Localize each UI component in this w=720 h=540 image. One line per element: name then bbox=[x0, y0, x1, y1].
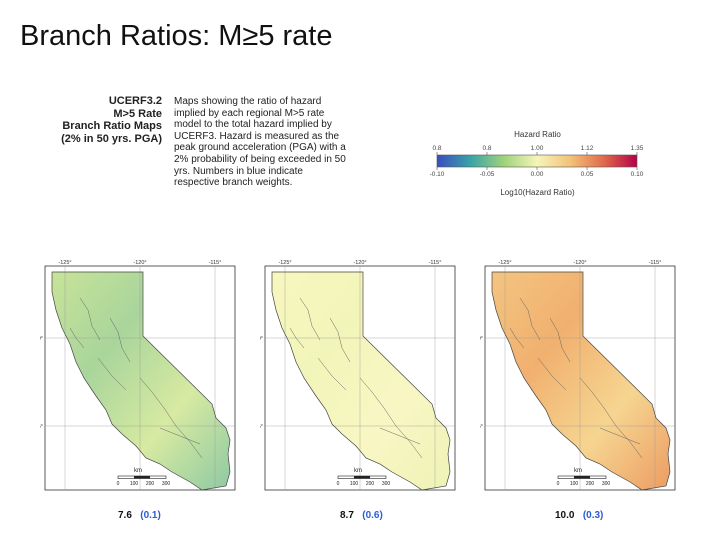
fault-trace bbox=[549, 317, 571, 363]
hazard-map-panel-3: -125° -120° -115° 40° 35° km 0 100 200 300 bbox=[480, 258, 680, 498]
scale-bar-segment bbox=[354, 476, 370, 479]
fault-trace bbox=[359, 377, 423, 459]
fault-trace bbox=[599, 427, 641, 445]
scale-tick-label: 100 bbox=[130, 481, 139, 487]
fault-trace bbox=[79, 297, 101, 341]
fault-trace bbox=[579, 377, 643, 459]
longitude-label: -120° bbox=[353, 260, 366, 266]
branch-weight: (0.1) bbox=[140, 510, 161, 521]
hazard-map-panel-1: -125° -120° -115° 40° 35° km 0 100 200 300 bbox=[40, 258, 240, 498]
ratio-tick-label: 0.8 bbox=[482, 145, 492, 152]
rate-value: 10.0 bbox=[555, 510, 575, 521]
latitude-label: 40° bbox=[40, 336, 43, 342]
branch-weight: (0.6) bbox=[362, 510, 383, 521]
latitude-label: 35° bbox=[40, 424, 43, 430]
log-tick-label: 0.10 bbox=[630, 171, 644, 178]
longitude-label: -120° bbox=[133, 260, 146, 266]
longitude-label: -125° bbox=[58, 260, 71, 266]
model-label-line3: Branch Ratio Maps bbox=[62, 120, 162, 132]
latitude-label: 35° bbox=[480, 424, 483, 430]
fault-trace bbox=[139, 377, 203, 459]
hazard-map: -125° -120° -115° 40° 35° km 0 100 200 300 bbox=[260, 260, 456, 491]
fault-trace bbox=[379, 427, 421, 445]
scale-bar-segment bbox=[134, 476, 150, 479]
ratio-tick-label: 1.35 bbox=[630, 145, 644, 152]
slide-title: Branch Ratios: M≥5 rate bbox=[20, 20, 333, 52]
scale-tick-label: 300 bbox=[382, 481, 391, 487]
longitude-label: -120° bbox=[573, 260, 586, 266]
map-caption-1: 7.6 (0.1) bbox=[118, 510, 161, 521]
model-label: UCERF3.2 M>5 Rate Branch Ratio Maps (2% … bbox=[40, 95, 162, 145]
ratio-tick-label: 0.8 bbox=[432, 145, 442, 152]
colorbar-ticks bbox=[436, 152, 638, 170]
fault-trace bbox=[317, 357, 347, 391]
map-caption-2: 8.7 (0.6) bbox=[340, 510, 383, 521]
longitude-label: -125° bbox=[278, 260, 291, 266]
scale-tick-label: 100 bbox=[350, 481, 359, 487]
ratio-tick-label: 1.00 bbox=[530, 145, 544, 152]
log-tick-label: -0.05 bbox=[479, 171, 495, 178]
fault-trace bbox=[299, 297, 321, 341]
scale-tick-label: 200 bbox=[366, 481, 375, 487]
fault-trace bbox=[537, 357, 567, 391]
model-label-line1: UCERF3.2 bbox=[108, 95, 162, 107]
log-tick-label: 0.05 bbox=[580, 171, 594, 178]
map-caption-3: 10.0 (0.3) bbox=[555, 510, 603, 521]
scale-tick-label: 200 bbox=[146, 481, 155, 487]
scale-tick-label: 0 bbox=[117, 481, 120, 487]
rate-value: 7.6 bbox=[118, 510, 132, 521]
fault-trace bbox=[509, 327, 525, 349]
latitude-label: 35° bbox=[260, 424, 263, 430]
latitude-label: 40° bbox=[260, 336, 263, 342]
scale-tick-label: 200 bbox=[586, 481, 595, 487]
model-label-line4: (2% in 50 yrs. PGA) bbox=[61, 132, 162, 145]
log-tick-label: -0.10 bbox=[429, 171, 445, 178]
fault-trace bbox=[109, 317, 131, 363]
fault-trace bbox=[329, 317, 351, 363]
longitude-label: -115° bbox=[649, 260, 662, 266]
longitude-label: -115° bbox=[209, 260, 222, 266]
ratio-tick-label: 1.12 bbox=[580, 145, 594, 152]
scale-tick-label: 0 bbox=[557, 481, 560, 487]
scale-bar-segment bbox=[574, 476, 590, 479]
colorbar bbox=[436, 152, 638, 170]
legend-subtitle: Log10(Hazard Ratio) bbox=[500, 188, 575, 197]
branch-weight: (0.3) bbox=[582, 510, 604, 521]
scale-unit: km bbox=[134, 468, 142, 474]
longitude-label: -125° bbox=[498, 260, 511, 266]
fault-trace bbox=[69, 327, 85, 349]
hazard-map: -125° -120° -115° 40° 35° km 0 100 200 300 bbox=[480, 260, 676, 491]
fault-trace bbox=[97, 357, 127, 391]
california-outline bbox=[491, 271, 671, 491]
longitude-label: -115° bbox=[429, 260, 442, 266]
california-outline bbox=[271, 271, 451, 491]
rate-value: 8.7 bbox=[340, 510, 354, 521]
scale-tick-label: 300 bbox=[602, 481, 611, 487]
hazard-ratio-fill bbox=[272, 272, 450, 490]
fault-trace bbox=[519, 297, 541, 341]
hazard-ratio-fill bbox=[492, 272, 670, 490]
model-label-line2: M>5 Rate bbox=[113, 107, 162, 120]
hazard-map: -125° -120° -115° 40° 35° km 0 100 200 300 bbox=[40, 260, 236, 491]
map-description: Maps showing the ratio of hazard implied… bbox=[174, 96, 346, 189]
scale-unit: km bbox=[574, 468, 582, 474]
fault-trace bbox=[159, 427, 201, 445]
scale-tick-label: 0 bbox=[337, 481, 340, 487]
hazard-ratio-fill bbox=[52, 272, 230, 490]
scale-unit: km bbox=[354, 468, 362, 474]
legend-title: Hazard Ratio bbox=[514, 130, 561, 139]
scale-tick-label: 300 bbox=[162, 481, 171, 487]
log-tick-label: 0.00 bbox=[530, 171, 544, 178]
hazard-map-panel-2: -125° -120° -115° 40° 35° km 0 100 200 300 bbox=[260, 258, 460, 498]
fault-trace bbox=[289, 327, 305, 349]
colorbar-rect bbox=[436, 154, 638, 168]
california-outline bbox=[51, 271, 231, 491]
scale-tick-label: 100 bbox=[570, 481, 579, 487]
latitude-label: 40° bbox=[480, 336, 483, 342]
hazard-ratio-legend: Hazard Ratio Log10(Hazard Ratio) 0.8 -0.1… bbox=[425, 128, 650, 208]
